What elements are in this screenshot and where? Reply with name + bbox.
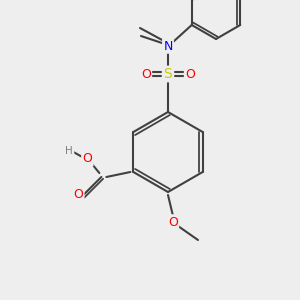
Text: N: N (163, 40, 173, 52)
Text: H: H (65, 146, 73, 156)
Text: O: O (82, 152, 92, 166)
Text: O: O (168, 215, 178, 229)
Text: O: O (74, 188, 83, 202)
Text: O: O (141, 68, 151, 80)
Text: O: O (185, 68, 195, 80)
Text: S: S (164, 67, 172, 81)
